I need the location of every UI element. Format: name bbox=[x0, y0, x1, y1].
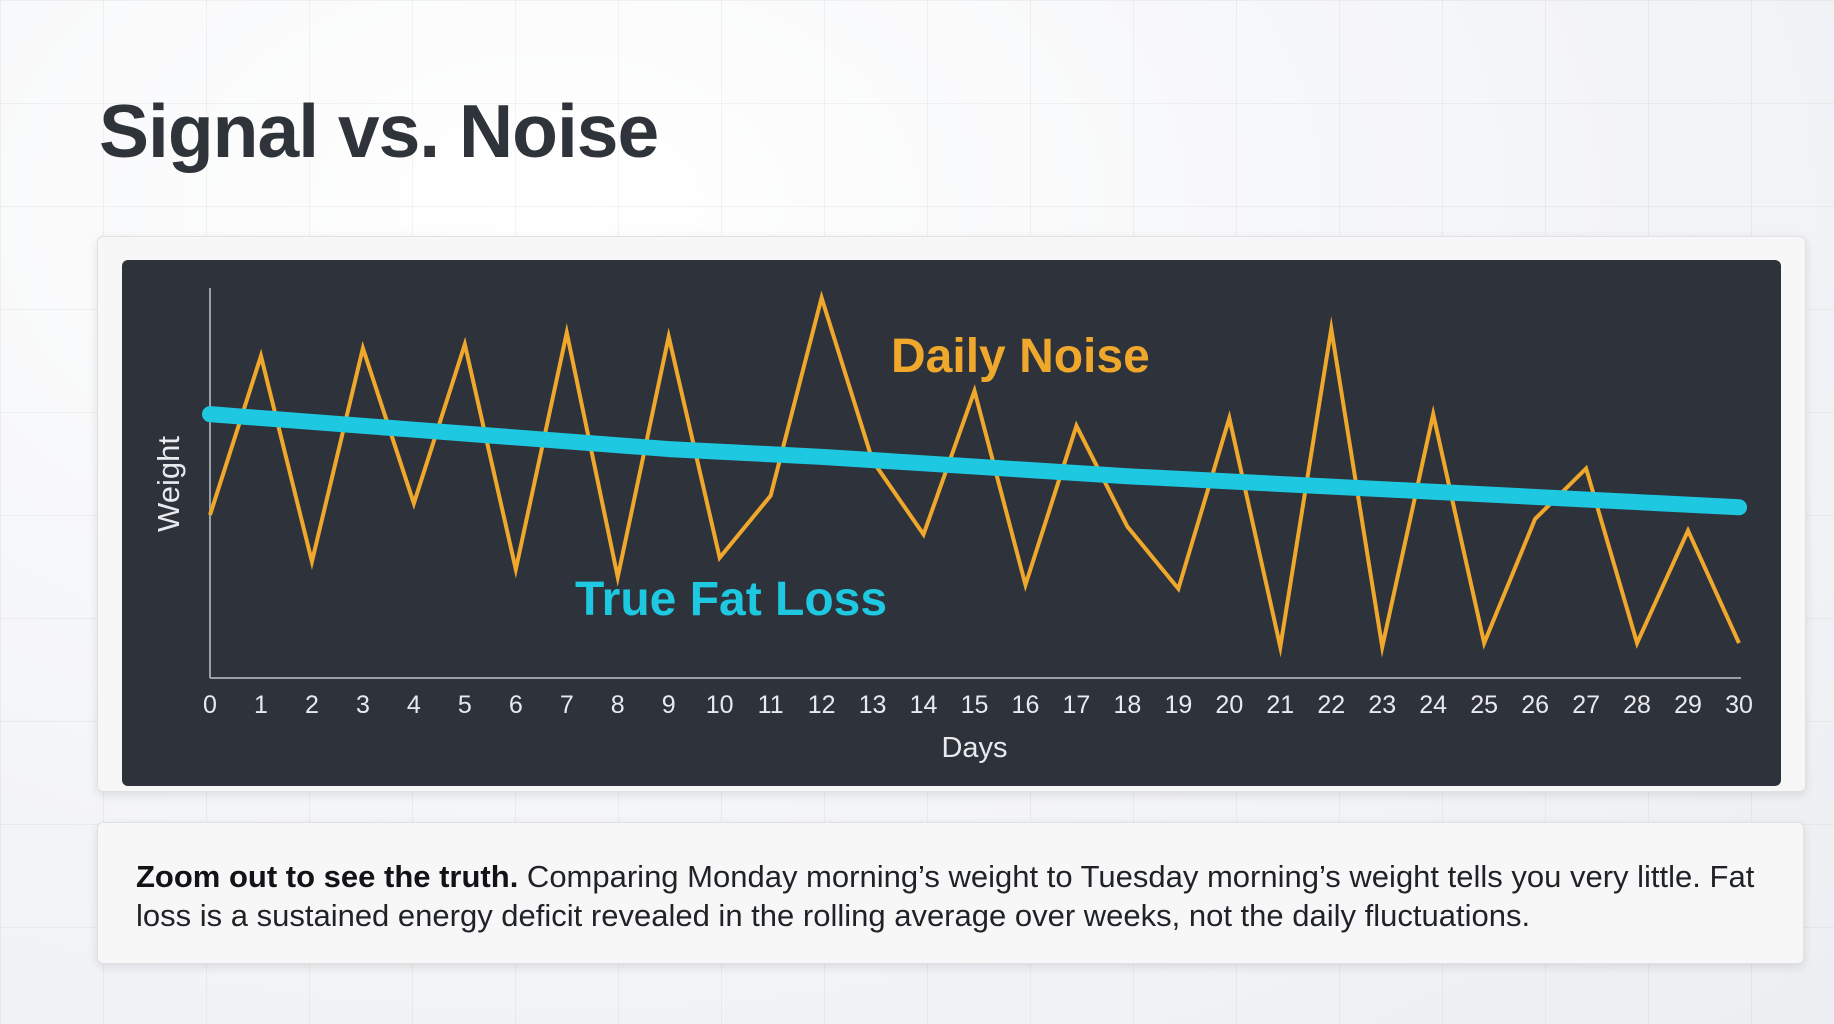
x-tick-label: 3 bbox=[356, 691, 370, 719]
x-tick-label: 13 bbox=[859, 691, 887, 719]
caption-bold-lead: Zoom out to see the truth. bbox=[136, 859, 519, 894]
y-axis-label: Weight bbox=[151, 436, 186, 532]
x-tick-label: 5 bbox=[458, 691, 472, 719]
x-tick-label: 30 bbox=[1725, 691, 1753, 719]
x-tick-label: 17 bbox=[1063, 691, 1091, 719]
x-tick-label: 7 bbox=[560, 691, 574, 719]
axes-layer: Days Weight bbox=[151, 288, 1741, 764]
caption-body: Comparing Monday morning’s weight to Tue… bbox=[136, 859, 1755, 933]
x-tick-label: 6 bbox=[509, 691, 523, 719]
chart-panel: Days Weight 0 1 2 3 4 5 6 7 8 9 10 11 12 13 14 15 16 17 18 1… bbox=[122, 260, 1781, 786]
x-tick-label: 28 bbox=[1623, 691, 1651, 719]
x-tick-label: 23 bbox=[1368, 691, 1396, 719]
x-axis-label: Days bbox=[941, 732, 1007, 764]
x-tick-label: 20 bbox=[1215, 691, 1243, 719]
x-tick-label: 24 bbox=[1419, 691, 1447, 719]
daily-noise-line bbox=[208, 290, 1741, 658]
true-fat-loss-label: True Fat Loss bbox=[575, 573, 887, 626]
chart-card: Days Weight 0 1 2 3 4 5 6 7 8 9 10 11 12 13 14 15 16 17 18 1… bbox=[97, 236, 1806, 792]
x-tick-label: 1 bbox=[254, 691, 268, 719]
x-tick-label: 8 bbox=[611, 691, 625, 719]
x-tick-label: 0 bbox=[203, 691, 217, 719]
x-tick-label: 10 bbox=[706, 691, 734, 719]
x-tick-label: 11 bbox=[758, 691, 784, 719]
x-tick-label: 9 bbox=[662, 691, 676, 719]
x-tick-label: 22 bbox=[1317, 691, 1345, 719]
x-tick-label: 18 bbox=[1113, 691, 1141, 719]
x-tick-label: 4 bbox=[407, 691, 421, 719]
x-tick-label: 12 bbox=[808, 691, 836, 719]
x-tick-labels: 0 1 2 3 4 5 6 7 8 9 10 11 12 13 14 15 16 17 18 19 20 21 22 23 24… bbox=[203, 691, 1753, 719]
series-layer bbox=[202, 290, 1747, 658]
caption-paragraph: Zoom out to see the truth. Comparing Mon… bbox=[136, 857, 1765, 935]
annotation-labels: Daily Noise True Fat Loss bbox=[575, 330, 1150, 626]
x-tick-label: 26 bbox=[1521, 691, 1549, 719]
x-tick-label: 2 bbox=[305, 691, 319, 719]
x-tick-label: 25 bbox=[1470, 691, 1498, 719]
x-tick-label: 21 bbox=[1266, 691, 1294, 719]
x-tick-label: 14 bbox=[910, 691, 938, 719]
daily-noise-label: Daily Noise bbox=[891, 330, 1150, 383]
page-title: Signal vs. Noise bbox=[99, 89, 659, 173]
x-tick-label: 15 bbox=[961, 691, 989, 719]
x-tick-label: 19 bbox=[1164, 691, 1192, 719]
caption-card: Zoom out to see the truth. Comparing Mon… bbox=[97, 822, 1804, 964]
true-fat-loss-line bbox=[202, 406, 1747, 516]
x-tick-label: 16 bbox=[1012, 691, 1040, 719]
x-tick-label: 29 bbox=[1674, 691, 1702, 719]
x-tick-label: 27 bbox=[1572, 691, 1600, 719]
